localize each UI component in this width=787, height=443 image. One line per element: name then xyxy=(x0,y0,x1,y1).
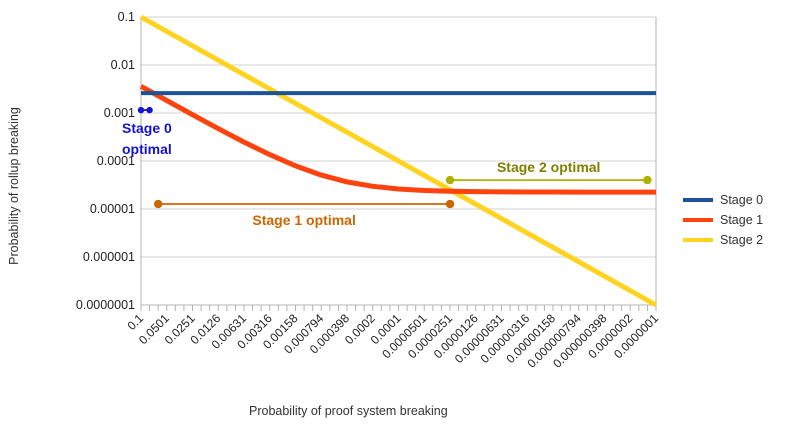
y-tick-label: 0.0000001 xyxy=(76,298,135,312)
annotation-stage-2-optimal-dot xyxy=(643,175,652,185)
legend: Stage 0 Stage 1 Stage 2 xyxy=(683,190,763,250)
annotation-stage-2-optimal-label: Stage 2 optimal xyxy=(497,159,600,175)
y-tick-label: 0.000001 xyxy=(83,250,135,264)
annotation-stage-0-optimal-dot xyxy=(137,106,145,114)
legend-swatch-stage-1 xyxy=(683,218,713,222)
annotation-stage-0-optimal-dot xyxy=(146,106,153,114)
y-tick-label: 0.001 xyxy=(104,106,135,120)
legend-item-stage-2: Stage 2 xyxy=(683,230,763,250)
legend-label-stage-1: Stage 1 xyxy=(720,213,764,227)
legend-item-stage-1: Stage 1 xyxy=(683,210,763,230)
annotation-stage-1-optimal-label: Stage 1 optimal xyxy=(252,212,355,228)
legend-swatch-stage-2 xyxy=(683,238,713,242)
legend-label-stage-2: Stage 2 xyxy=(720,233,764,247)
annotation-stage-2-optimal-dot xyxy=(445,175,455,185)
y-tick-label: 0.1 xyxy=(118,10,135,24)
legend-item-stage-0: Stage 0 xyxy=(683,190,763,210)
x-axis-title: Probability of proof system breaking xyxy=(249,404,448,418)
series-stage-2-line xyxy=(139,14,658,308)
series-stage-1-line xyxy=(139,84,656,195)
annotation-stage-1-optimal-dot xyxy=(153,199,163,209)
y-tick-label: 0.00001 xyxy=(90,202,135,216)
legend-label-stage-0: Stage 0 xyxy=(720,193,764,207)
y-tick-label: 0.01 xyxy=(111,58,135,72)
legend-swatch-stage-0 xyxy=(683,198,713,202)
y-tick-label: 0.0001 xyxy=(97,154,135,168)
annotation-stage-0-optimal-label: optimal xyxy=(122,141,172,157)
y-axis-title: Probability of rollup breaking xyxy=(7,107,21,265)
annotation-stage-0-optimal-label: Stage 0 xyxy=(122,120,172,136)
annotation-stage-1-optimal-dot xyxy=(445,199,455,209)
